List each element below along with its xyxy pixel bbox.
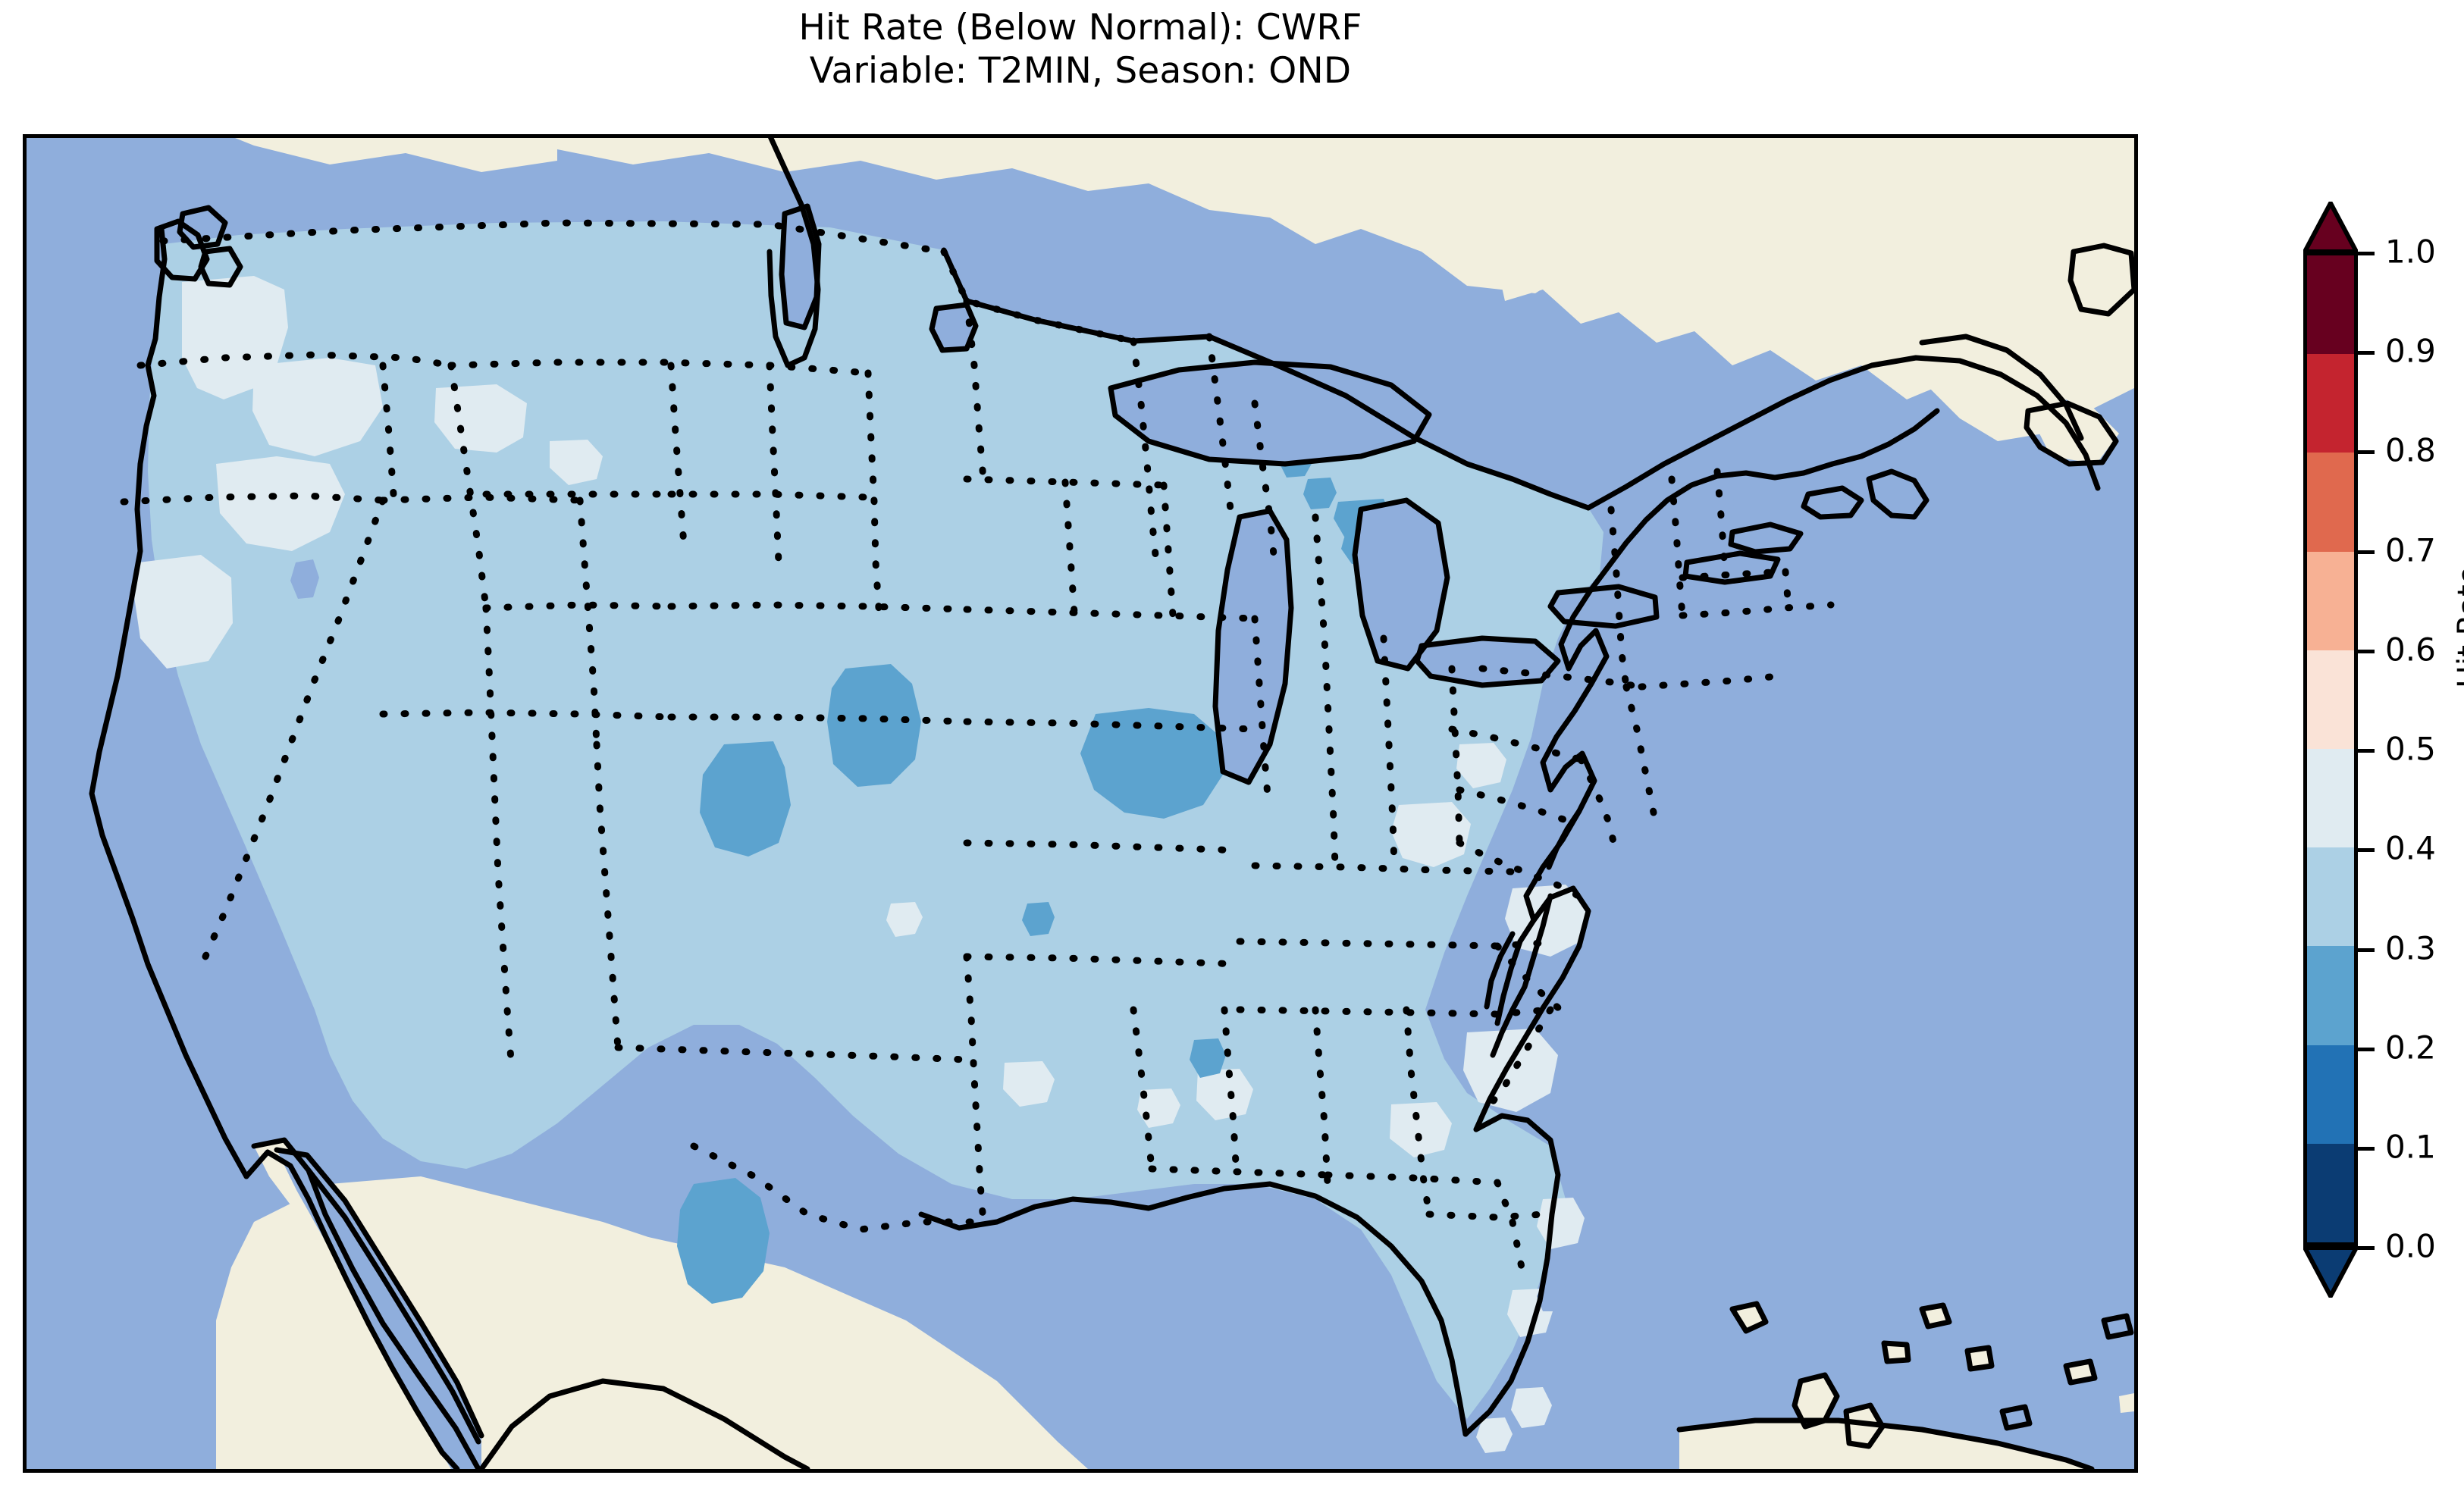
- colorbar-axis-label: Hit Rate: [2452, 565, 2464, 688]
- data-band-0.4-0.5: [134, 276, 1588, 1453]
- colorbar-tick-1.0: [2358, 252, 2375, 255]
- colorbar-label-0.2: 0.2: [2385, 1029, 2436, 1066]
- colorbar-band-0.6-0.7: [2307, 551, 2354, 650]
- colorbar-label-0.9: 0.9: [2385, 332, 2436, 370]
- colorbar-tick-0.9: [2358, 351, 2375, 355]
- lake-champlain: [1710, 467, 1734, 532]
- title-line-2: Variable: T2MIN, Season: OND: [809, 50, 1352, 92]
- colorbar-label-0.5: 0.5: [2385, 730, 2436, 768]
- colorbar-label-0.1: 0.1: [2385, 1128, 2436, 1166]
- map-plot-area: [23, 134, 2138, 1473]
- colorbar-band-0.1-0.2: [2307, 1045, 2354, 1144]
- coastlines: [89, 138, 2134, 1469]
- colorbar-band-0.3-0.4: [2307, 847, 2354, 947]
- great-salt-lake: [290, 559, 319, 599]
- colorbar-band-0.9-1.0: [2307, 255, 2354, 355]
- page-title: Hit Rate (Below Normal): CWRF Variable: …: [0, 6, 2161, 93]
- colorbar-tick-0.3: [2358, 948, 2375, 952]
- colorbar-tick-0.7: [2358, 550, 2375, 554]
- colorbar-band-0.8-0.9: [2307, 354, 2354, 453]
- colorbar-tick-0.8: [2358, 450, 2375, 454]
- lake-michigan: [1215, 511, 1291, 782]
- colorbar-tick-0.1: [2358, 1147, 2375, 1151]
- colorbar-tick-0.2: [2358, 1048, 2375, 1051]
- lake-of-the-woods: [932, 305, 976, 350]
- colorbar-tick-0.5: [2358, 749, 2375, 753]
- colorbar-label-0.8: 0.8: [2385, 431, 2436, 469]
- colorbar-extend-under: [2303, 1245, 2358, 1298]
- lake-huron: [1355, 500, 1447, 669]
- colorbar-band-0.7-0.8: [2307, 453, 2354, 552]
- lake-ontario: [1550, 587, 1657, 626]
- lake-superior: [1111, 362, 1429, 464]
- colorbar-tick-0.6: [2358, 650, 2375, 653]
- colorbar-bands: [2303, 252, 2358, 1246]
- colorbar-extend-over: [2303, 202, 2358, 254]
- colorbar-label-0.7: 0.7: [2385, 531, 2436, 569]
- colorbar-band-0.5-0.6: [2307, 650, 2354, 749]
- colorbar-tick-0.4: [2358, 848, 2375, 852]
- colorbar-label-0.0: 0.0: [2385, 1227, 2436, 1265]
- colorbar-band-0.4-0.5: [2307, 749, 2354, 848]
- colorbar-label-1.0: 1.0: [2385, 233, 2436, 271]
- colorbar-label-0.4: 0.4: [2385, 829, 2436, 867]
- colorbar: 1.0 0.9 0.8 0.7 0.6 0.5 0.4 0.3 0.2 0.1 …: [2303, 149, 2464, 1361]
- colorbar-label-0.3: 0.3: [2385, 929, 2436, 967]
- colorbar-label-0.6: 0.6: [2385, 631, 2436, 669]
- colorbar-band-0.0-0.1: [2307, 1143, 2354, 1242]
- colorbar-tick-0.0: [2358, 1246, 2375, 1250]
- map-canvas: [27, 138, 2134, 1469]
- title-line-1: Hit Rate (Below Normal): CWRF: [798, 7, 1362, 49]
- colorbar-band-0.2-0.3: [2307, 946, 2354, 1045]
- state-boundaries: [120, 219, 1835, 1271]
